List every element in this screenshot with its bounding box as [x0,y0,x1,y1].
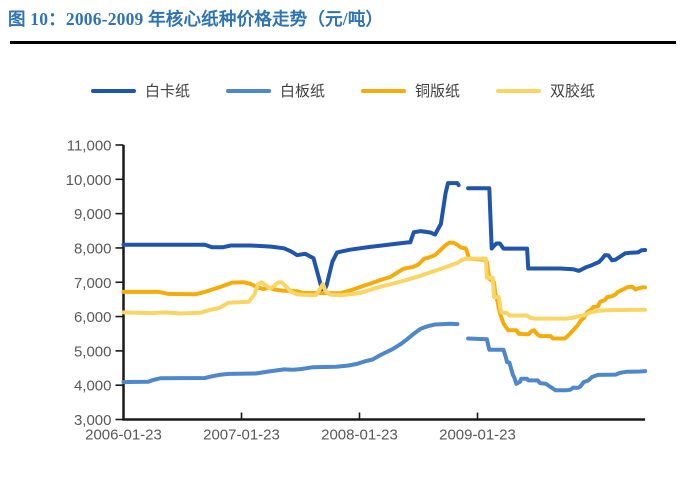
legend: 白卡纸 白板纸 铜版纸 双胶纸 [0,80,686,101]
series-line-shuangjiaozhi [121,256,648,321]
x-axis-label: 2008-01-23 [321,427,398,444]
series-line-baikazhi [121,181,461,295]
y-axis-label: 3,000 [74,412,112,429]
y-axis-label: 7,000 [74,275,112,292]
y-axis-label: 8,000 [74,240,112,257]
series-line-baikazhi [466,186,648,273]
legend-label-baikazhi: 白卡纸 [144,84,190,100]
legend-swatch-baikazhi [90,88,136,93]
y-axis-label: 5,000 [74,343,112,360]
y-axis-label: 11,000 [67,138,112,155]
x-axis-label: 2009-01-23 [439,427,516,444]
series-line-baibanzhi [466,336,648,393]
legend-item-baikazhi: 白卡纸 [90,80,190,101]
legend-item-tongbanzhi: 铜版纸 [361,80,460,101]
legend-item-shuangjiaozhi: 双胶纸 [496,80,595,101]
y-axis-label: 6,000 [74,309,112,326]
legend-swatch-shuangjiaozhi [496,88,542,93]
legend-label-shuangjiaozhi: 双胶纸 [550,84,596,100]
title-divider [10,41,676,44]
legend-label-tongbanzhi: 铜版纸 [415,84,461,100]
x-axis-label: 2007-01-23 [203,427,280,444]
legend-label-baibanzhi: 白板纸 [279,84,325,100]
series-line-baibanzhi [121,321,460,385]
y-axis-label: 4,000 [74,378,112,395]
y-axis-label: 9,000 [74,206,112,223]
y-axis-label: 10,000 [66,172,112,189]
series-line-tongbanzhi [121,240,648,341]
figure-title: 图 10：2006-2009 年核心纸种价格走势（元/吨） [8,9,384,29]
legend-item-baibanzhi: 白板纸 [225,80,325,101]
legend-swatch-baibanzhi [225,88,271,93]
x-axis-label: 2006-01-23 [85,427,162,444]
legend-swatch-tongbanzhi [361,88,406,93]
